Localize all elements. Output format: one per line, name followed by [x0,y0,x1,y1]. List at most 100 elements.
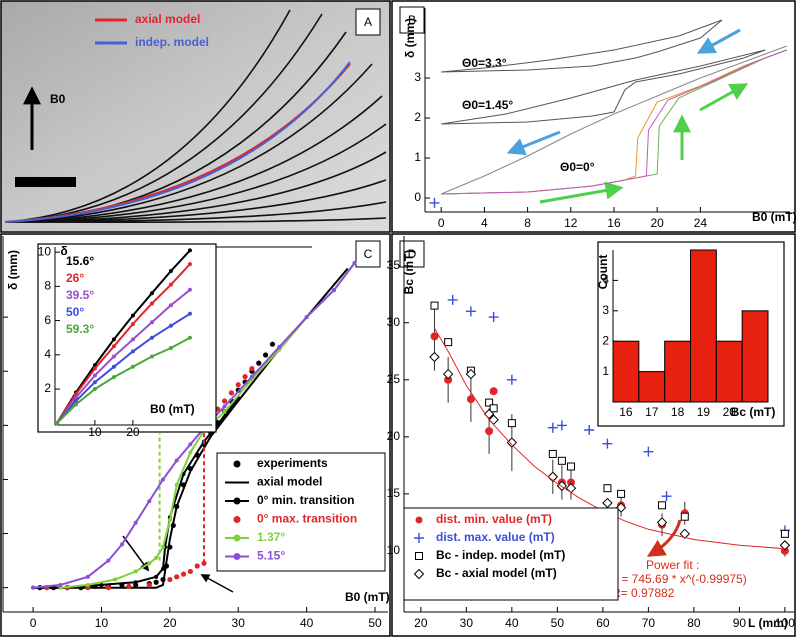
square-marker [617,489,626,498]
x-tick-label: 30 [460,616,474,630]
x-tick-label: 19 [697,405,711,419]
point [133,580,138,585]
point [194,563,200,569]
annotation: Θ0=1.45° [462,98,513,112]
diamond-marker [656,517,668,528]
bar [612,340,640,403]
square-marker [507,419,516,428]
point [168,345,173,350]
series-line [56,312,191,424]
point [149,354,154,359]
series-line [56,263,191,424]
diamond-marker [413,568,425,580]
plus-marker [643,446,654,457]
legend-label: 39.5° [66,288,94,302]
point [54,421,59,426]
x-axis-label: B0 (mT) [345,590,390,604]
x-axis-label: Bc (mT) [731,405,776,419]
point [262,352,269,358]
plus-marker [414,533,424,543]
square-marker [658,501,667,510]
point [161,477,166,482]
point [161,545,166,550]
y-tick-label: 6 [44,313,51,327]
point [187,248,192,253]
point [233,497,241,505]
bar [690,249,717,403]
point [31,585,36,590]
arrows [122,28,753,593]
x-tick-label: 17 [645,405,659,419]
x-tick-label: 8 [524,216,531,230]
x-tick-label: 70 [642,616,656,630]
series-line [441,19,723,73]
x-tick-label: 60 [596,616,610,630]
y-tick-label: 8 [44,279,51,293]
point [111,354,116,359]
point [222,404,227,409]
point [130,349,135,354]
x-axis-label: B0 (mT) [752,210,796,224]
square-marker [780,529,789,538]
point [130,364,135,369]
point [331,288,336,293]
point [187,568,193,575]
point [489,387,498,396]
legend-label: axial model [135,12,200,26]
point [222,409,227,414]
x-tick-label: 50 [551,616,565,630]
point [133,569,138,574]
square-marker [444,338,453,347]
panel-letter-box [355,240,381,268]
point [188,442,193,447]
legend-label: 5.15° [257,549,285,563]
series-line [56,249,191,424]
panel-letter: B [408,13,416,27]
bar [741,310,769,403]
legend-label: dist. min. value (mT) [436,512,552,526]
point [111,364,116,369]
square-marker [557,456,566,465]
point [485,427,494,436]
point [187,311,192,316]
point [415,516,423,524]
diamond-marker [465,368,477,380]
point [149,291,154,296]
bar [715,340,743,403]
x-tick-label: 100 [775,616,795,630]
x-tick-label: 12 [564,216,578,230]
panel-letter: D [408,247,417,261]
legend-label: 0° max. transition [257,512,357,526]
point [249,365,255,372]
series-line [56,336,191,425]
diamond-marker [679,528,690,540]
point [187,335,192,340]
point [228,390,235,396]
square-marker [430,301,439,310]
x-tick-label: 30 [232,616,246,630]
point [221,398,228,404]
point [233,534,241,542]
plus-marker [447,294,458,305]
point [58,582,63,587]
plus-marker [488,312,499,323]
x-tick-label: 90 [733,616,747,630]
point [147,499,152,504]
x-tick-label: 20 [414,616,428,630]
y-tick-label: 2 [602,333,609,347]
y-axis-label: Count [596,255,610,290]
point [147,561,152,566]
annotation: R= 0.97882 [612,586,675,600]
point [130,337,135,342]
point [567,478,576,487]
point [168,268,173,273]
legend-label: 15.6° [66,254,94,268]
square-marker [567,462,576,471]
point [233,460,241,468]
bar [638,371,666,403]
plus-marker [602,438,613,449]
legend-label: experiments [257,456,328,470]
point [146,582,152,588]
square-marker [485,398,494,407]
